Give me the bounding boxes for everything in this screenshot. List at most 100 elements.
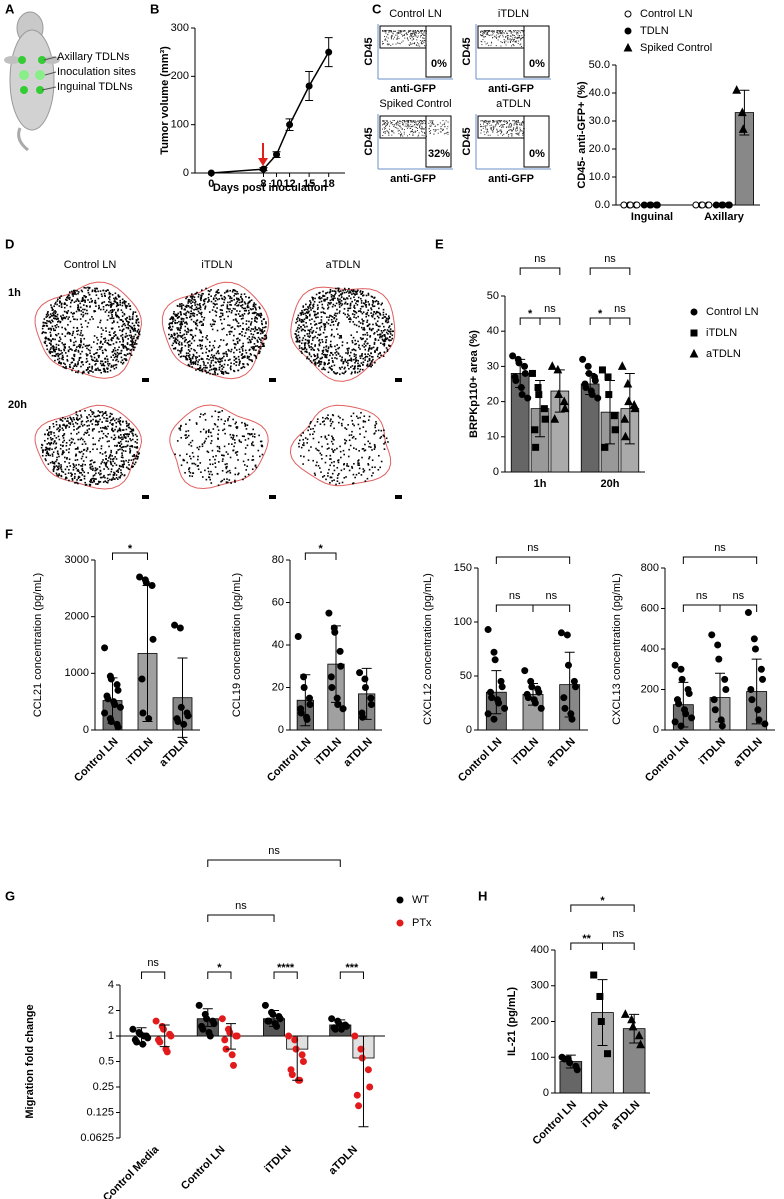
tissue-signal [357,289,359,292]
tissue-signal [351,430,353,433]
tissue-signal [391,337,394,340]
flow-event [496,30,498,32]
tissue-signal [175,313,178,316]
tissue-signal [51,437,54,440]
tissue-signal [375,322,377,325]
flow-event [387,44,389,46]
tissue-signal [254,326,257,328]
tissue-signal [181,343,183,346]
tissue-signal [250,322,252,325]
data-point [286,121,294,129]
tissue-signal [128,318,131,320]
flow-event [483,30,485,32]
tissue-signal [108,311,110,314]
tissue-signal [329,291,331,294]
flow-event [400,135,402,137]
tissue-signal [336,480,339,482]
tissue-signal [110,470,113,473]
flow-event [410,43,412,45]
flow-event [424,127,426,129]
tissue-signal [189,333,192,336]
tissue-signal [369,335,372,337]
tissue-signal [106,367,108,370]
tissue-signal [370,308,373,311]
tissue-signal [111,315,114,318]
tissue-signal [302,432,305,434]
flow-event [412,133,414,135]
flow-event [495,45,497,47]
flow-event [392,32,394,34]
tissue-signal [341,481,344,484]
tissue-signal [201,352,204,354]
tissue-signal [297,314,300,317]
tissue-signal [111,424,114,426]
flow-event [490,44,492,46]
tissue-signal [379,466,382,469]
tissue-signal [311,347,314,349]
tissue-signal [92,437,94,439]
tissue-signal [104,339,107,342]
tissue-signal [200,413,202,415]
tissue-signal [305,317,307,319]
tissue-signal [48,427,51,430]
tissue-signal [261,337,263,339]
tissue-signal [371,360,373,362]
tissue-signal [79,425,81,428]
tissue-signal [72,367,74,370]
flow-event [515,133,517,135]
tissue-signal [307,311,310,314]
tissue-signal [253,436,256,438]
tissue-signal [252,428,254,431]
tissue-signal [216,307,218,309]
tissue-signal [170,335,172,338]
tissue-signal [136,438,139,441]
tissue-signal [208,299,210,301]
mouse-diagram [4,11,60,152]
tissue-signal [223,478,225,481]
tissue-signal [197,363,199,366]
tissue-signal [361,355,363,357]
tissue-signal [234,442,236,444]
tissue-signal [104,327,107,329]
tissue-signal [300,318,303,321]
flow-event [412,42,414,44]
tissue-signal [111,311,114,313]
tissue-signal [383,443,385,445]
tissue-signal [255,349,257,352]
tissue-signal [224,420,227,422]
tissue-signal [376,320,379,323]
tissue-signal [107,468,110,470]
flow-event [490,41,492,43]
tissue-signal [235,364,238,367]
tissue-signal [57,325,60,328]
tissue-signal [95,290,97,293]
tissue-signal [235,361,237,363]
tissue-signal [81,467,84,470]
tissue-signal [69,296,71,299]
tissue-signal [213,354,216,357]
tissue-signal [46,315,49,318]
tissue-signal [84,320,87,322]
tissue-signal [130,340,132,342]
tissue-signal [85,353,88,355]
tissue-signal [301,348,304,351]
tissue-signal [373,341,376,344]
tissue-signal [336,372,339,374]
tissue-signal [246,304,249,307]
tissue-signal [100,346,103,348]
flow-event [486,128,488,130]
tissue-signal [65,477,68,479]
tissue-signal [256,317,259,320]
tissue-signal [90,463,92,465]
tissue-signal [355,324,358,327]
tissue-signal [247,459,250,461]
flow-event [415,34,417,36]
tissue-signal [179,335,182,337]
tissue-signal [227,359,230,361]
tissue-signal [220,312,222,315]
tissue-signal [73,425,75,428]
tissue-signal [382,355,385,357]
tissue-signal [82,343,85,346]
tissue-signal [295,340,298,343]
tissue-signal [329,481,331,484]
